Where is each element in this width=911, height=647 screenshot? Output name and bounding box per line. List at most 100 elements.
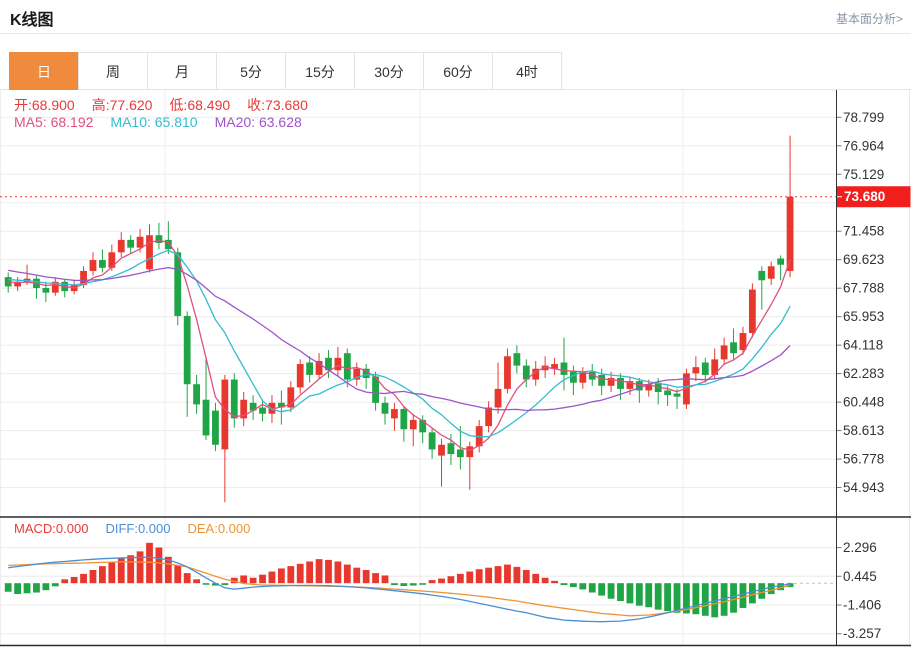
timeframe-tab-7[interactable]: 60分 [423, 52, 493, 90]
high-value: 高:77.620 [91, 97, 153, 113]
candle [80, 270, 87, 285]
macd-bar [202, 583, 210, 585]
macd-bar [428, 580, 436, 584]
candle [146, 235, 153, 270]
macd-bar [325, 559, 332, 584]
candle [579, 371, 587, 383]
candle [240, 399, 248, 419]
diff-line [8, 556, 791, 623]
macd-bar [230, 577, 238, 584]
timeframe-tab-1[interactable]: 日 [9, 52, 79, 90]
timeframe-tabbar: 日周月 5分 15分 30分 60分 4时 [9, 52, 562, 90]
candle [739, 333, 747, 351]
candle [673, 393, 681, 397]
ohlc-legend: 开:68.900 高:77.620 低:68.490 收:73.680 [14, 95, 325, 115]
macd-bar [343, 564, 351, 584]
y-axis-label: -1.406 [843, 598, 881, 613]
candle [325, 357, 332, 371]
macd-bar [164, 556, 172, 584]
macd-bar [99, 566, 106, 584]
candle [711, 359, 719, 375]
candle [541, 365, 549, 371]
candle [513, 353, 521, 366]
macd-bar [485, 567, 493, 584]
candle [626, 381, 634, 389]
macd-bar [522, 570, 530, 584]
y-axis-label: 56.778 [843, 452, 884, 467]
macd-bar [654, 583, 662, 610]
candle [42, 288, 50, 293]
macd-bar [296, 563, 304, 584]
candle [381, 402, 389, 414]
macd-bar [617, 583, 624, 602]
macd-bar [193, 579, 200, 584]
y-axis-label: 54.943 [843, 480, 884, 495]
timeframe-tab-6[interactable]: 30分 [354, 52, 424, 90]
candle [664, 390, 671, 396]
y-axis-label: 71.458 [843, 224, 884, 239]
candle [494, 388, 502, 408]
macd-bar [777, 583, 785, 591]
candle [193, 384, 200, 405]
y-axis-label: 67.788 [843, 281, 884, 296]
ma5-value: MA5: 68.192 [14, 114, 94, 130]
timeframe-tab-3[interactable]: 月 [147, 52, 217, 90]
ma10-value: MA10: 65.810 [110, 114, 198, 130]
y-axis-label: 76.964 [843, 138, 885, 153]
candle [155, 235, 163, 243]
candle [117, 239, 125, 253]
candle [287, 387, 295, 408]
y-axis-label: 58.613 [843, 423, 884, 438]
candle [522, 365, 530, 380]
timeframe-tab-4[interactable]: 5分 [216, 52, 286, 90]
macd-bar [108, 562, 116, 584]
candle [4, 277, 12, 287]
macd-bar [4, 583, 12, 592]
macd-bar [664, 583, 671, 612]
macd-bar [683, 583, 690, 614]
candlestick-chart[interactable]: 78.79976.96475.12973.29471.45869.62367.7… [0, 90, 911, 518]
timeframe-tab-5[interactable]: 15分 [285, 52, 355, 90]
candle [758, 270, 766, 281]
candle [315, 360, 323, 375]
macd-bar [513, 566, 521, 584]
macd-bar [598, 583, 606, 596]
y-axis-label: 2.296 [843, 540, 877, 555]
header-divider [0, 33, 911, 34]
low-value: 低:68.490 [169, 97, 231, 113]
macd-bar [315, 559, 323, 584]
y-axis-label: 62.283 [843, 366, 884, 381]
macd-bar [400, 583, 408, 586]
macd-bar [504, 564, 511, 584]
macd-bar [259, 574, 266, 584]
candle [400, 409, 408, 430]
macd-bar [353, 567, 361, 584]
candle [409, 419, 417, 430]
candle [720, 345, 728, 360]
candle [748, 289, 756, 334]
macd-legend: MACD:0.000 DIFF:0.000 DEA:0.000 [14, 521, 267, 536]
candle [249, 402, 257, 411]
fundamental-analysis-link[interactable]: 基本面分析> [835, 12, 903, 26]
timeframe-tab-2[interactable]: 周 [78, 52, 148, 90]
macd-bar [381, 575, 389, 584]
candle [391, 409, 398, 419]
diff-value: DIFF:0.000 [105, 521, 171, 536]
candle [51, 281, 59, 293]
candles [4, 135, 794, 503]
macd-bar [51, 583, 59, 587]
macd-bar [146, 542, 153, 584]
macd-chart[interactable]: 2.296 0.445 -1.406 -3.257 [0, 518, 911, 647]
macd-bar [306, 561, 314, 584]
macd-bar [183, 573, 191, 584]
macd-bar [334, 561, 342, 584]
macd-bar [268, 571, 276, 584]
page-title: K线图 [10, 12, 54, 29]
candle [212, 410, 219, 445]
macd-bar [240, 575, 248, 584]
candle [692, 367, 700, 374]
timeframe-tab-8[interactable]: 4时 [492, 52, 562, 90]
y-axis-label: 69.623 [843, 252, 884, 267]
macd-bar [551, 580, 558, 584]
